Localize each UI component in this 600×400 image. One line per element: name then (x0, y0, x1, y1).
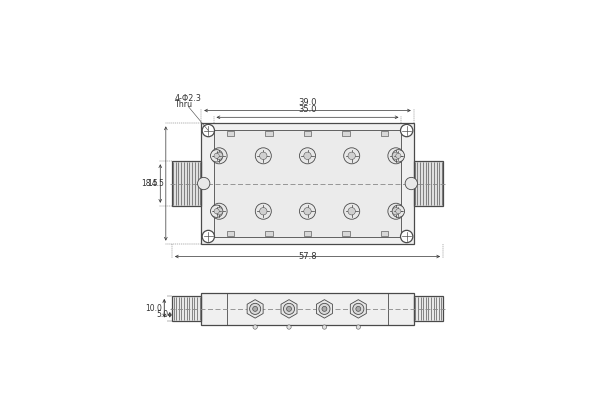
Circle shape (287, 325, 291, 329)
Circle shape (319, 303, 330, 314)
Circle shape (211, 150, 223, 162)
Circle shape (255, 203, 271, 219)
Bar (201, 124, 414, 244)
Circle shape (202, 230, 214, 243)
Circle shape (356, 325, 361, 329)
Text: 14.5: 14.5 (147, 179, 164, 188)
Circle shape (344, 203, 360, 219)
Circle shape (388, 203, 404, 219)
Polygon shape (350, 300, 367, 318)
Circle shape (392, 152, 400, 160)
Circle shape (304, 208, 311, 215)
Circle shape (401, 124, 413, 137)
Bar (227, 293, 388, 325)
Circle shape (348, 152, 355, 160)
Circle shape (214, 209, 219, 214)
Text: 4-Φ2.3: 4-Φ2.3 (175, 94, 202, 104)
Circle shape (253, 306, 257, 311)
Circle shape (299, 148, 316, 164)
Circle shape (388, 148, 404, 164)
Circle shape (260, 152, 267, 160)
Bar (342, 231, 350, 236)
Bar (172, 296, 201, 320)
Circle shape (392, 208, 400, 215)
Circle shape (287, 306, 292, 311)
Circle shape (250, 303, 260, 314)
Text: 5.0: 5.0 (156, 310, 168, 319)
Circle shape (253, 325, 257, 329)
Circle shape (344, 148, 360, 164)
Bar (380, 130, 388, 136)
Circle shape (211, 148, 227, 164)
Circle shape (211, 205, 223, 218)
Bar (227, 231, 235, 236)
Circle shape (401, 230, 413, 243)
Bar (214, 130, 401, 238)
Bar (172, 161, 201, 206)
Circle shape (348, 208, 355, 215)
Circle shape (322, 306, 327, 311)
Circle shape (214, 153, 219, 158)
Circle shape (197, 177, 210, 190)
Bar (227, 130, 235, 136)
Bar (265, 130, 273, 136)
Bar (414, 296, 443, 320)
Circle shape (396, 153, 401, 158)
Circle shape (353, 303, 364, 314)
Bar (380, 231, 388, 236)
Circle shape (322, 325, 326, 329)
Circle shape (396, 209, 401, 214)
Circle shape (304, 152, 311, 160)
Circle shape (405, 177, 418, 190)
Bar (304, 130, 311, 136)
Text: 35.0: 35.0 (298, 105, 317, 114)
Text: 57.8: 57.8 (298, 252, 317, 261)
Polygon shape (247, 300, 263, 318)
Text: 10.0: 10.0 (145, 304, 162, 313)
Circle shape (215, 152, 223, 160)
Circle shape (202, 124, 214, 137)
Circle shape (356, 306, 361, 311)
Circle shape (260, 208, 267, 215)
Circle shape (255, 148, 271, 164)
Polygon shape (316, 300, 332, 318)
Bar (201, 293, 414, 325)
Circle shape (211, 203, 227, 219)
Circle shape (392, 150, 404, 162)
Circle shape (299, 203, 316, 219)
Circle shape (392, 205, 404, 218)
Text: Thru: Thru (175, 100, 193, 109)
Bar (265, 231, 273, 236)
Circle shape (215, 208, 223, 215)
Bar (304, 231, 311, 236)
Polygon shape (281, 300, 297, 318)
Bar (342, 130, 350, 136)
Text: 18.5: 18.5 (141, 179, 158, 188)
Text: 39.0: 39.0 (298, 98, 317, 108)
Bar (414, 161, 443, 206)
Circle shape (283, 303, 295, 314)
